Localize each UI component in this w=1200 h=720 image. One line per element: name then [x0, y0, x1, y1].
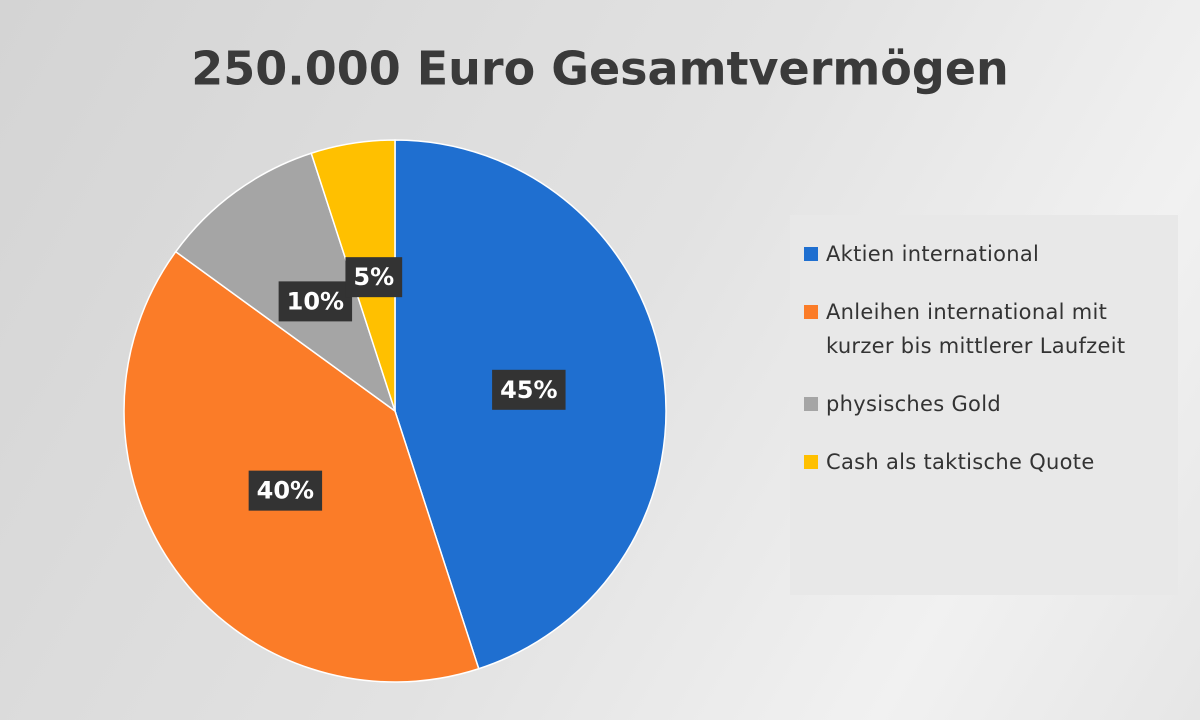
data-label-text: 5% — [353, 263, 394, 291]
legend-item: Cash als taktische Quote — [804, 445, 1168, 479]
legend-label: Anleihen international mit kurzer bis mi… — [826, 300, 1126, 358]
data-label-text: 45% — [500, 376, 557, 404]
legend-item: Anleihen international mit kurzer bis mi… — [804, 295, 1168, 363]
chart-title: 250.000 Euro Gesamtvermögen — [191, 42, 1009, 96]
data-label: 45% — [492, 369, 566, 410]
data-label-box — [248, 470, 323, 511]
legend-swatch — [804, 305, 818, 319]
data-label-text: 40% — [257, 477, 314, 505]
data-label-box — [492, 369, 566, 410]
legend: Aktien international Anleihen internation… — [790, 215, 1178, 595]
legend-label: Aktien international — [826, 242, 1040, 266]
legend-item: Aktien international — [804, 237, 1168, 271]
legend-swatch — [804, 247, 818, 261]
data-label: 5% — [345, 257, 403, 298]
legend-swatch — [804, 397, 818, 411]
data-label-text: 10% — [287, 287, 344, 315]
legend-label: Cash als taktische Quote — [826, 450, 1095, 474]
data-label: 40% — [248, 470, 323, 511]
pie-slice — [123, 250, 480, 683]
legend-label: physisches Gold — [826, 392, 1001, 416]
legend-swatch — [804, 455, 818, 469]
data-label-box — [278, 281, 353, 322]
data-label-box — [345, 257, 403, 298]
data-label: 10% — [278, 281, 353, 322]
legend-item: physisches Gold — [804, 387, 1168, 421]
